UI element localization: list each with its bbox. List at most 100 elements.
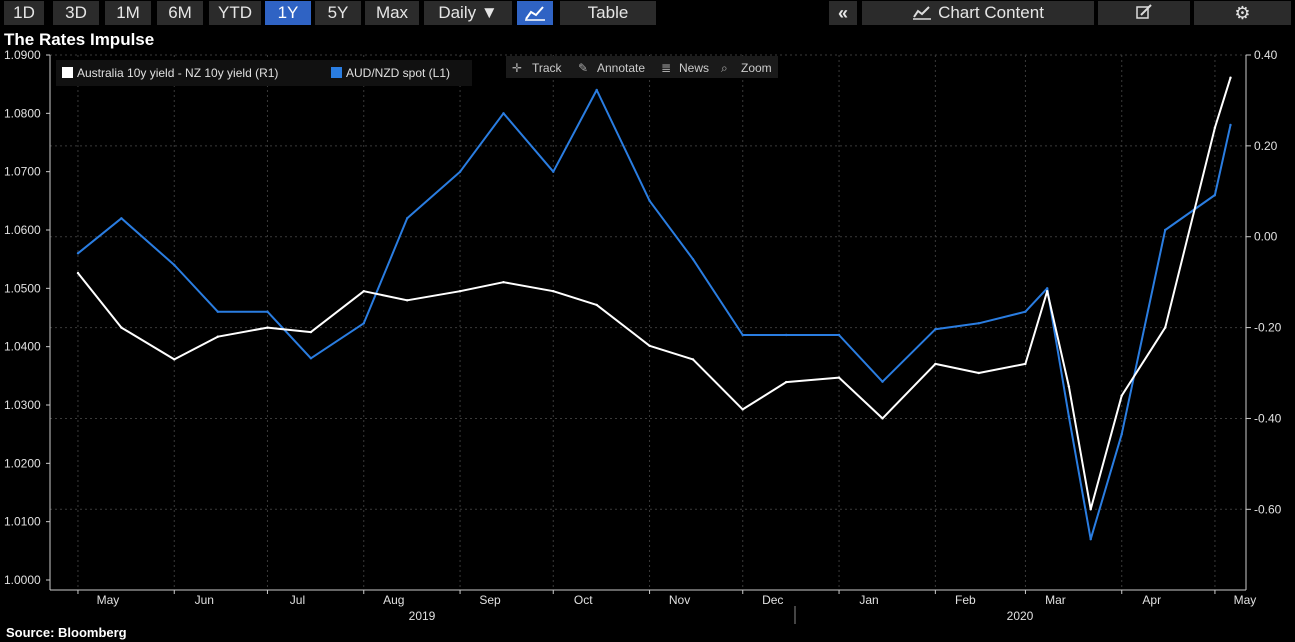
data-point xyxy=(934,328,937,331)
data-point xyxy=(120,326,123,329)
period-5y-button[interactable]: 5Y xyxy=(315,1,361,25)
data-point xyxy=(977,322,980,325)
legend-swatch-audnzd xyxy=(331,67,342,78)
x-tick-label: Apr xyxy=(1142,593,1161,607)
data-point xyxy=(1024,362,1027,366)
left-tick-label: 1.0700 xyxy=(4,165,41,179)
legend-swatch-spread xyxy=(62,67,73,78)
data-point xyxy=(1067,385,1071,388)
right-tick-label: -0.20 xyxy=(1254,321,1282,335)
chart-content-icon xyxy=(913,6,932,20)
collapse-button[interactable]: « xyxy=(829,1,857,25)
period-6m-button[interactable]: 6M xyxy=(157,1,203,25)
x-tick-label: May xyxy=(1234,593,1257,607)
left-tick-label: 1.0300 xyxy=(4,398,41,412)
legend-box xyxy=(56,60,472,86)
data-point xyxy=(837,376,841,379)
data-point xyxy=(785,333,788,337)
data-point xyxy=(458,170,462,173)
chart-content-button[interactable]: Chart Content xyxy=(862,1,1094,25)
news-label: News xyxy=(679,61,709,75)
chart-title: The Rates Impulse xyxy=(4,30,155,49)
track-tool[interactable]: ✛ Track xyxy=(512,61,563,75)
line-chart-toggle[interactable] xyxy=(517,1,553,25)
data-point xyxy=(458,290,462,293)
x-tick-label: Oct xyxy=(574,593,593,607)
data-point xyxy=(1213,193,1217,197)
x-axis-ticks: May Jun Jul Aug Sep Oct Nov Dec Jan Feb Mar Apr May xyxy=(77,590,1257,607)
right-tick-label: 0.00 xyxy=(1254,230,1278,244)
period-ytd-button[interactable]: YTD xyxy=(209,1,261,25)
edit-icon xyxy=(1136,4,1152,19)
data-point xyxy=(977,371,980,375)
magnifier-icon: ⌕ xyxy=(721,61,728,75)
edit-button[interactable] xyxy=(1098,1,1190,25)
data-point xyxy=(216,335,219,338)
left-tick-label: 1.0600 xyxy=(4,223,41,237)
x-tick-label: Nov xyxy=(669,593,690,607)
period-3d-button[interactable]: 3D xyxy=(53,1,99,25)
data-point xyxy=(1213,126,1217,129)
data-point xyxy=(406,299,409,302)
annotate-tool[interactable]: ✎ Annotate xyxy=(578,61,645,75)
data-point xyxy=(1046,287,1049,290)
data-point xyxy=(595,88,598,92)
frequency-dropdown[interactable]: Daily ▼ xyxy=(424,1,512,25)
data-point xyxy=(1164,326,1167,329)
right-axis-ticks: 0.40 0.20 0.00 -0.20 -0.40 -0.60 xyxy=(1246,48,1282,516)
left-tick-label: 1.0100 xyxy=(4,515,41,529)
data-point xyxy=(934,362,937,366)
left-tick-label: 1.0800 xyxy=(4,106,41,120)
x-tick-label: Aug xyxy=(383,593,404,607)
left-axis-ticks: 1.0000 1.0100 1.0200 1.0300 1.0400 1.0500 1.06… xyxy=(4,48,50,587)
period-max-button[interactable]: Max xyxy=(365,1,419,25)
line-chart-icon xyxy=(525,6,545,21)
period-1y-button[interactable]: 1Y xyxy=(265,1,311,25)
data-point xyxy=(785,380,788,384)
data-point xyxy=(552,170,555,173)
settings-button[interactable]: ⚙ xyxy=(1194,1,1291,25)
data-point xyxy=(691,258,695,261)
data-point xyxy=(552,290,555,293)
period-1d-button[interactable]: 1D xyxy=(4,1,44,25)
right-tick-label: 0.20 xyxy=(1254,139,1278,153)
left-tick-label: 1.0400 xyxy=(4,340,41,354)
period-1m-button[interactable]: 1M xyxy=(105,1,151,25)
data-point xyxy=(1164,228,1167,232)
x-tick-label: May xyxy=(97,593,120,607)
track-label: Track xyxy=(532,61,563,75)
data-point xyxy=(648,199,651,202)
left-tick-label: 1.0200 xyxy=(4,456,41,470)
data-point xyxy=(76,271,80,275)
chart-content-label: Chart Content xyxy=(938,3,1044,22)
x-tick-label: Dec xyxy=(762,593,783,607)
grid xyxy=(50,54,1246,590)
zoom-tool[interactable]: ⌕ Zoom xyxy=(721,61,772,75)
x-tick-label: Mar xyxy=(1045,593,1066,607)
table-button[interactable]: Table xyxy=(560,1,656,25)
data-point xyxy=(691,358,695,361)
data-point xyxy=(595,303,598,307)
data-point xyxy=(173,358,176,361)
data-point xyxy=(502,281,505,284)
data-point xyxy=(309,330,313,334)
data-point xyxy=(362,322,365,325)
news-tool[interactable]: ≣ News xyxy=(661,61,709,75)
data-point xyxy=(881,417,884,420)
series-layer xyxy=(76,76,1232,541)
legend-label-spread: Australia 10y yield - NZ 10y yield (R1) xyxy=(77,66,278,80)
data-point xyxy=(1089,538,1092,541)
x-tick-label: Feb xyxy=(955,593,976,607)
right-tick-label: -0.40 xyxy=(1254,411,1282,425)
data-point xyxy=(1024,310,1027,313)
data-point xyxy=(741,333,744,337)
x-tick-label: Sep xyxy=(479,593,501,607)
pencil-icon: ✎ xyxy=(578,61,588,75)
data-point xyxy=(741,408,744,411)
data-point xyxy=(76,252,80,255)
legend-label-audnzd: AUD/NZD spot (L1) xyxy=(346,66,450,80)
series-line-yield-spread xyxy=(77,77,1232,511)
chart-tools-bar xyxy=(506,56,778,78)
source-note: Source: Bloomberg xyxy=(6,625,127,640)
